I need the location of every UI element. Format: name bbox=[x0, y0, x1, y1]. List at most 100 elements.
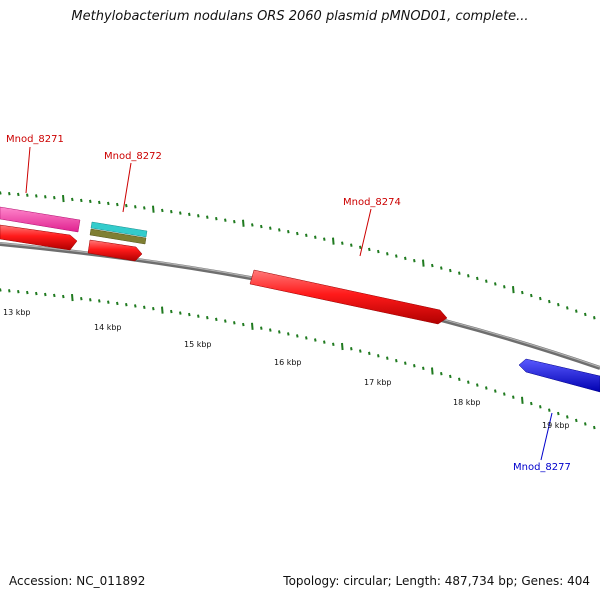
minor-tick bbox=[413, 259, 416, 263]
minor-tick bbox=[62, 294, 65, 299]
minor-tick bbox=[467, 380, 470, 384]
minor-tick bbox=[98, 200, 101, 205]
minor-tick bbox=[44, 195, 47, 199]
accession-text: Accession: NC_011892 bbox=[9, 574, 146, 588]
minor-tick bbox=[89, 298, 92, 302]
leader-line-mnod-8272 bbox=[122, 162, 132, 213]
scale-label-15kbp: 15 kbp bbox=[184, 340, 212, 349]
minor-tick bbox=[161, 208, 164, 213]
minor-tick bbox=[377, 249, 380, 254]
minor-tick bbox=[422, 366, 425, 371]
minor-tick bbox=[359, 245, 362, 249]
minor-tick bbox=[332, 342, 335, 346]
minor-tick bbox=[440, 372, 443, 376]
minor-tick bbox=[125, 203, 128, 208]
scale-label-18kbp: 18 kbp bbox=[453, 398, 481, 407]
minor-tick bbox=[143, 206, 146, 210]
scale-label-16kbp: 16 kbp bbox=[274, 358, 302, 367]
minor-tick bbox=[476, 276, 479, 281]
minor-tick bbox=[296, 334, 299, 338]
minor-tick bbox=[188, 312, 191, 317]
minor-tick bbox=[413, 364, 416, 368]
minor-tick bbox=[17, 192, 20, 197]
minor-tick bbox=[206, 215, 209, 219]
major-tick bbox=[332, 237, 335, 245]
minor-tick bbox=[170, 210, 173, 214]
minor-tick bbox=[260, 224, 263, 229]
minor-tick bbox=[341, 241, 344, 245]
minor-tick bbox=[179, 311, 182, 315]
minor-tick bbox=[116, 301, 119, 306]
minor-tick bbox=[386, 252, 389, 256]
backbone-line bbox=[0, 242, 600, 370]
minor-tick bbox=[584, 312, 587, 317]
minor-tick bbox=[530, 401, 533, 406]
minor-tick bbox=[8, 289, 11, 293]
minor-tick bbox=[368, 247, 371, 252]
minor-tick bbox=[395, 254, 398, 258]
minor-tick bbox=[26, 290, 29, 295]
gene-label-mnod-8272[interactable]: Mnod_8272 bbox=[104, 151, 162, 162]
minor-tick bbox=[431, 263, 434, 268]
minor-tick bbox=[323, 340, 326, 344]
minor-tick bbox=[350, 243, 353, 247]
minor-tick bbox=[44, 292, 47, 297]
minor-tick bbox=[593, 316, 596, 320]
minor-tick bbox=[287, 332, 290, 336]
minor-tick bbox=[260, 326, 263, 330]
gene-label-mnod-8271[interactable]: Mnod_8271 bbox=[6, 134, 64, 145]
scale-label-19kbp: 19 kbp bbox=[542, 421, 570, 430]
minor-tick bbox=[278, 330, 281, 334]
minor-tick bbox=[305, 233, 308, 238]
minor-tick bbox=[368, 351, 371, 356]
minor-tick bbox=[575, 418, 578, 423]
minor-tick bbox=[251, 223, 254, 227]
minor-tick bbox=[449, 268, 452, 273]
minor-tick bbox=[359, 349, 362, 353]
gene-mnod-8273[interactable] bbox=[87, 239, 143, 262]
minor-tick bbox=[143, 305, 146, 310]
minor-tick bbox=[314, 235, 317, 239]
minor-tick bbox=[593, 425, 596, 430]
gene-label-mnod-8274[interactable]: Mnod_8274 bbox=[343, 197, 401, 208]
leader-line-mnod-8271 bbox=[25, 146, 31, 194]
minor-tick bbox=[305, 336, 308, 340]
minor-tick bbox=[395, 358, 398, 363]
minor-tick bbox=[404, 256, 407, 261]
minor-tick bbox=[458, 377, 461, 381]
minor-tick bbox=[233, 321, 236, 325]
minor-tick bbox=[0, 288, 2, 292]
minor-tick bbox=[485, 386, 488, 390]
major-tick bbox=[62, 194, 65, 203]
minor-tick bbox=[440, 266, 443, 270]
minor-tick bbox=[557, 303, 560, 307]
minor-tick bbox=[575, 309, 578, 313]
minor-tick bbox=[242, 322, 245, 327]
minor-tick bbox=[224, 319, 227, 323]
major-tick bbox=[521, 396, 524, 404]
gene-mnod-8274[interactable] bbox=[249, 269, 448, 325]
upper-tick-ring bbox=[0, 191, 596, 320]
gene-mnod-8272-cyan[interactable] bbox=[90, 221, 148, 238]
minor-tick bbox=[233, 220, 236, 224]
gene-label-mnod-8277[interactable]: Mnod_8277 bbox=[513, 462, 571, 473]
minor-tick bbox=[548, 408, 551, 412]
minor-tick bbox=[557, 411, 560, 416]
minor-tick bbox=[26, 193, 29, 197]
minor-tick bbox=[494, 389, 497, 393]
gene-mnod-8271-red[interactable] bbox=[0, 224, 78, 251]
minor-tick bbox=[134, 205, 137, 209]
minor-tick bbox=[530, 293, 533, 298]
minor-tick bbox=[404, 361, 407, 365]
gene-mnod-8272-olive[interactable] bbox=[89, 228, 147, 245]
minor-tick bbox=[89, 199, 92, 204]
minor-tick bbox=[71, 197, 74, 202]
map-title: Methylobacterium nodulans ORS 2060 plasm… bbox=[71, 9, 529, 24]
gene-mnod-8271-pink[interactable] bbox=[0, 206, 81, 233]
minor-tick bbox=[539, 405, 542, 409]
scale-label-17kbp: 17 kbp bbox=[364, 378, 392, 387]
major-tick bbox=[512, 286, 515, 294]
minor-tick bbox=[35, 291, 38, 296]
gene-mnod-8277[interactable] bbox=[518, 358, 600, 393]
